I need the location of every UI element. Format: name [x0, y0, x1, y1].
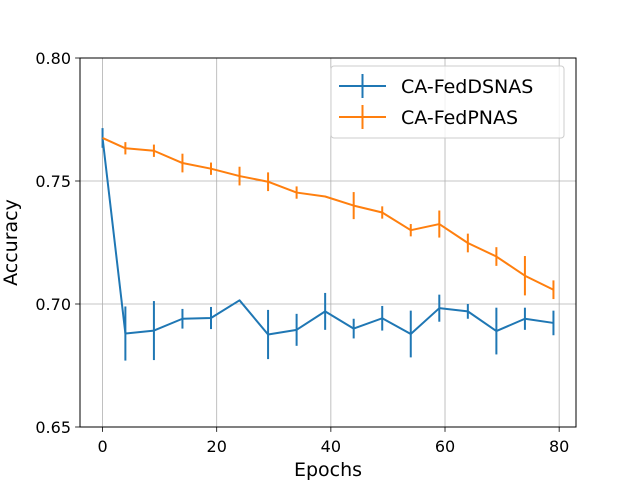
y-tick-label: 0.75 [35, 172, 71, 191]
ticks: 0 20 40 60 80 0.65 0.70 0.75 0.80 [35, 49, 569, 456]
y-axis-title: Accuracy [0, 199, 22, 286]
series-layer [101, 128, 555, 361]
legend: CA-FedDSNAS CA-FedPNAS [330, 65, 565, 139]
x-tick-label: 0 [97, 437, 107, 456]
series-ca-fedpnas [102, 137, 555, 300]
x-tick-label: 80 [549, 437, 569, 456]
x-tick-label: 20 [207, 437, 227, 456]
series-ca-feddsnas [101, 128, 555, 361]
series-line-ca-fedpnas [102, 137, 554, 291]
y-tick-label: 0.70 [35, 295, 71, 314]
plot-frame [79, 57, 577, 428]
legend-label-ca-fedpnas: CA-FedPNAS [401, 107, 518, 129]
legend-entry-ca-feddsnas: CA-FedDSNAS [339, 74, 533, 98]
legend-entry-ca-fedpnas: CA-FedPNAS [339, 105, 518, 129]
legend-label-ca-feddsnas: CA-FedDSNAS [401, 76, 533, 98]
x-tick-label: 60 [435, 437, 455, 456]
y-tick-label: 0.80 [35, 49, 71, 68]
legend-box [330, 65, 565, 139]
x-tick-label: 40 [321, 437, 341, 456]
y-tick-label: 0.65 [35, 418, 71, 437]
x-axis-title: Epochs [294, 459, 362, 480]
